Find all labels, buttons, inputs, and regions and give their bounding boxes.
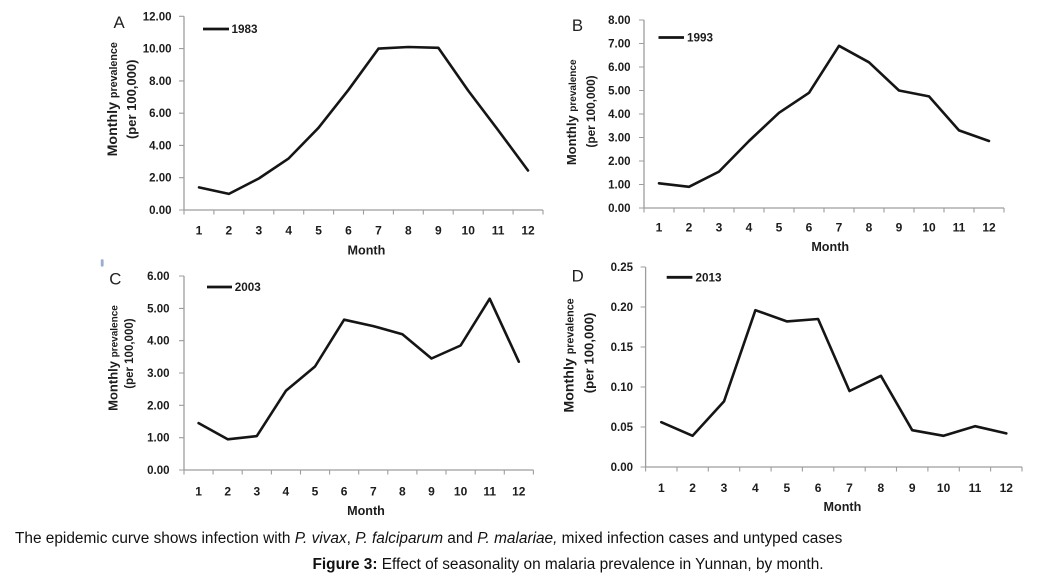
- svg-text:11: 11: [492, 223, 505, 237]
- svg-text:6: 6: [815, 481, 822, 495]
- svg-text:9: 9: [435, 223, 442, 237]
- svg-text:Month: Month: [811, 240, 849, 254]
- svg-text:3: 3: [716, 220, 723, 234]
- svg-text:2: 2: [686, 220, 693, 234]
- svg-text:10: 10: [922, 220, 936, 234]
- svg-text:4.00: 4.00: [149, 140, 171, 152]
- svg-text:8.00: 8.00: [608, 15, 630, 27]
- svg-text:1: 1: [196, 223, 203, 237]
- svg-text:0.05: 0.05: [611, 422, 634, 434]
- svg-text:2: 2: [689, 481, 696, 495]
- svg-text:6.00: 6.00: [149, 108, 171, 120]
- svg-text:9: 9: [909, 481, 916, 495]
- svg-text:0.15: 0.15: [611, 342, 634, 354]
- svg-text:12: 12: [521, 223, 535, 237]
- svg-text:(per 100,000): (per 100,000): [584, 75, 598, 147]
- svg-text:9: 9: [428, 484, 435, 498]
- svg-text:4: 4: [746, 220, 753, 234]
- svg-text:0.00: 0.00: [608, 203, 630, 215]
- svg-text:5: 5: [783, 481, 790, 495]
- svg-text:4: 4: [283, 484, 290, 498]
- svg-text:0.25: 0.25: [611, 262, 634, 274]
- svg-text:3: 3: [255, 223, 262, 237]
- svg-text:0.00: 0.00: [149, 205, 171, 217]
- svg-text:(per 100,000): (per 100,000): [124, 60, 139, 140]
- svg-text:2003: 2003: [235, 281, 262, 294]
- svg-text:Monthly prevalence: Monthly prevalence: [106, 305, 121, 411]
- svg-text:Monthly prevalence: Monthly prevalence: [562, 298, 578, 412]
- svg-text:1993: 1993: [687, 32, 714, 45]
- svg-text:2.00: 2.00: [147, 400, 169, 412]
- svg-text:4.00: 4.00: [608, 109, 630, 121]
- svg-text:5: 5: [776, 220, 783, 234]
- svg-text:4: 4: [752, 481, 759, 495]
- svg-text:3.00: 3.00: [608, 133, 630, 145]
- svg-text:9: 9: [896, 220, 903, 234]
- svg-text:8: 8: [399, 484, 406, 498]
- svg-text:12: 12: [512, 484, 526, 498]
- svg-text:6: 6: [341, 484, 348, 498]
- svg-text:1.00: 1.00: [147, 433, 169, 445]
- svg-text:0.10: 0.10: [611, 382, 633, 394]
- svg-text:6.00: 6.00: [608, 62, 630, 74]
- svg-text:D: D: [572, 267, 584, 286]
- svg-text:7.00: 7.00: [608, 39, 630, 51]
- svg-text:5.00: 5.00: [147, 303, 169, 315]
- svg-text:7: 7: [375, 223, 382, 237]
- svg-text:8: 8: [878, 481, 885, 495]
- svg-text:A: A: [114, 13, 126, 32]
- svg-text:8: 8: [866, 220, 873, 234]
- svg-text:7: 7: [370, 484, 377, 498]
- svg-text:3: 3: [721, 481, 728, 495]
- svg-text:5.00: 5.00: [608, 86, 630, 98]
- svg-text:2013: 2013: [696, 272, 723, 285]
- svg-text:6.00: 6.00: [147, 271, 169, 283]
- svg-text:3.00: 3.00: [147, 368, 169, 380]
- svg-text:4.00: 4.00: [147, 336, 169, 348]
- svg-text:8: 8: [405, 223, 412, 237]
- svg-text:7: 7: [836, 220, 843, 234]
- svg-text:C: C: [109, 269, 121, 288]
- svg-text:12: 12: [1000, 481, 1014, 495]
- svg-text:7: 7: [846, 481, 853, 495]
- svg-text:11: 11: [953, 220, 966, 234]
- svg-text:6: 6: [345, 223, 352, 237]
- svg-text:Monthly prevalence: Monthly prevalence: [105, 42, 121, 156]
- svg-text:12: 12: [982, 220, 996, 234]
- svg-text:6: 6: [806, 220, 813, 234]
- svg-text:1: 1: [658, 481, 665, 495]
- svg-text:1983: 1983: [232, 23, 259, 36]
- svg-text:4: 4: [285, 223, 292, 237]
- svg-text:2.00: 2.00: [149, 173, 171, 185]
- svg-text:3: 3: [253, 484, 260, 498]
- svg-text:2: 2: [226, 223, 233, 237]
- svg-text:Monthly prevalence: Monthly prevalence: [564, 59, 579, 165]
- svg-text:10: 10: [462, 223, 476, 237]
- svg-text:0.00: 0.00: [611, 462, 633, 474]
- svg-text:0.00: 0.00: [147, 465, 169, 477]
- svg-text:10.00: 10.00: [143, 44, 172, 56]
- svg-text:1: 1: [656, 220, 663, 234]
- svg-text:2.00: 2.00: [608, 156, 630, 168]
- svg-text:Month: Month: [824, 500, 862, 514]
- svg-text:10: 10: [454, 484, 468, 498]
- svg-text:5: 5: [315, 223, 322, 237]
- svg-text:(per 100,000): (per 100,000): [124, 318, 136, 388]
- svg-text:B: B: [572, 16, 583, 35]
- svg-text:1.00: 1.00: [608, 180, 630, 192]
- svg-text:0.20: 0.20: [611, 302, 633, 314]
- svg-text:(per 100,000): (per 100,000): [582, 313, 597, 394]
- svg-text:11: 11: [483, 484, 496, 498]
- svg-text:5: 5: [312, 484, 319, 498]
- svg-text:Month: Month: [347, 504, 385, 518]
- svg-text:1: 1: [195, 484, 202, 498]
- svg-text:12.00: 12.00: [143, 11, 172, 23]
- svg-text:10: 10: [937, 481, 951, 495]
- svg-text:2: 2: [224, 484, 231, 498]
- svg-text:Month: Month: [348, 244, 386, 258]
- svg-text:The epidemic curve shows infec: The epidemic curve shows infection with …: [15, 530, 843, 547]
- svg-text:11: 11: [969, 481, 982, 495]
- svg-text:Figure 3: Effect of seasonalit: Figure 3: Effect of seasonality on malar…: [313, 556, 824, 573]
- svg-text:8.00: 8.00: [149, 76, 171, 88]
